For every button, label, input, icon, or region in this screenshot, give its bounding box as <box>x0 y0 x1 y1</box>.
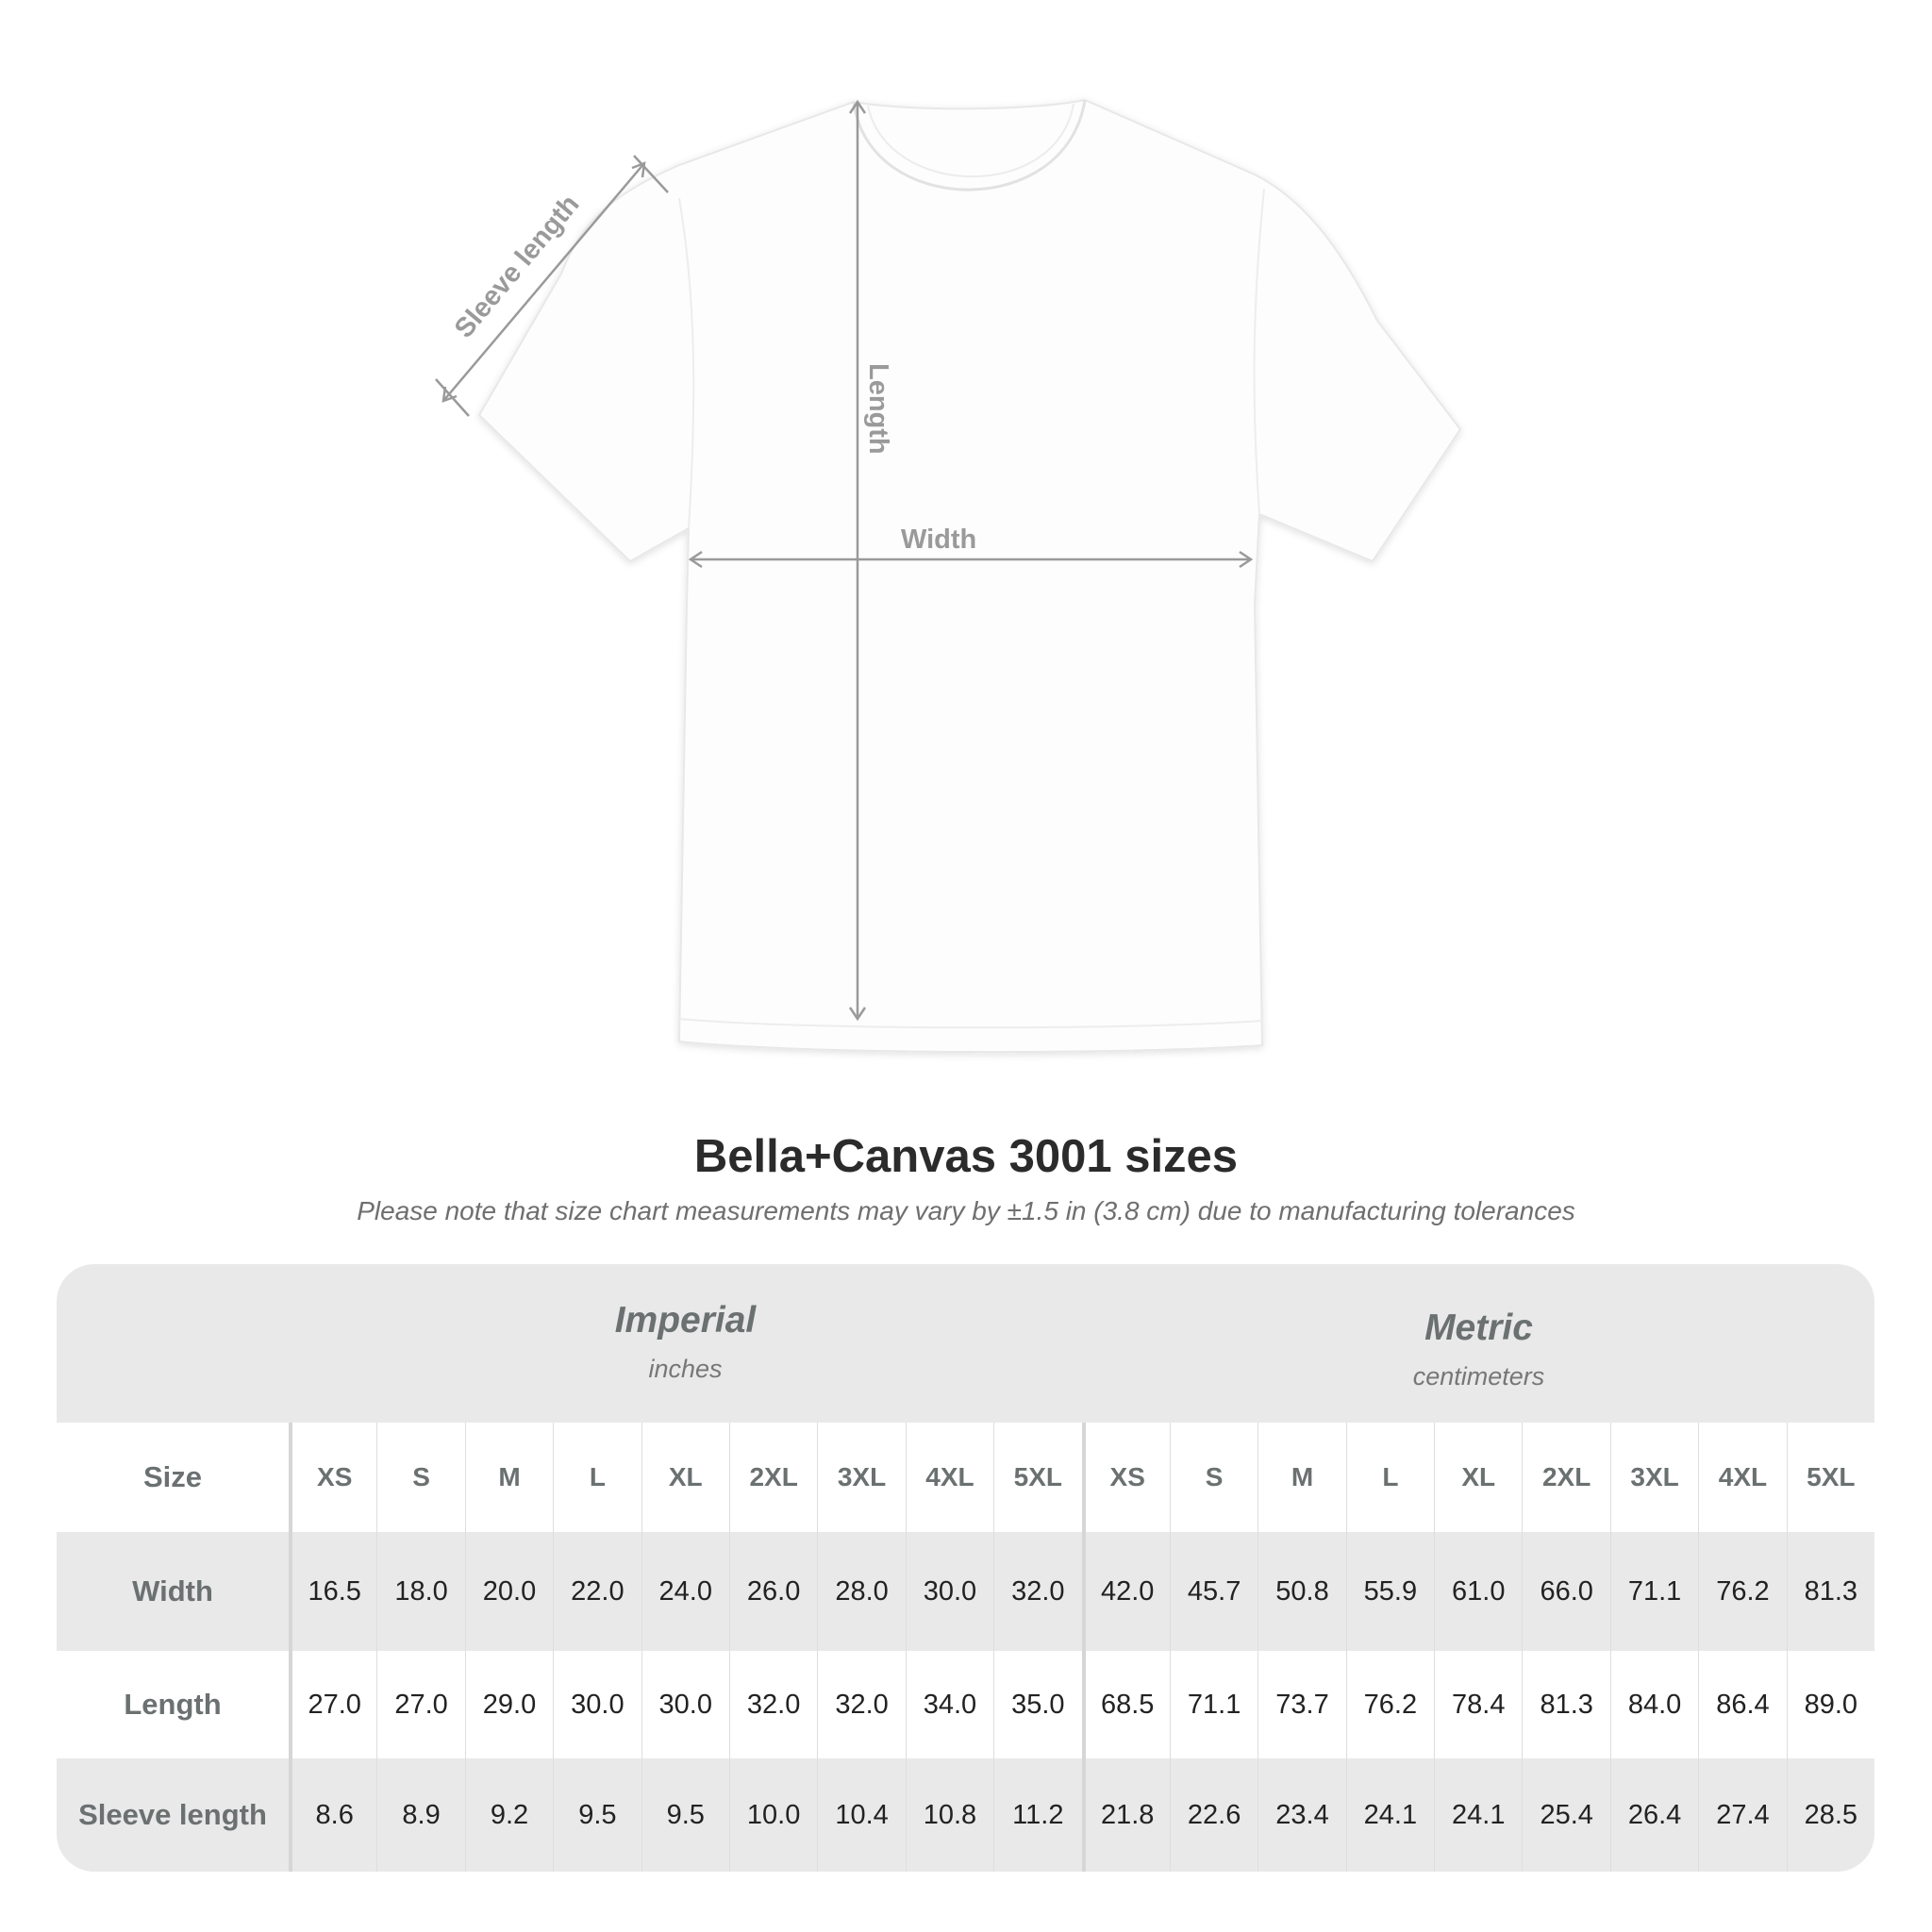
size-imperial-xl: XL <box>641 1423 729 1532</box>
imperial-value-cell: 24.0 <box>641 1532 729 1651</box>
metric-title: Metric <box>1424 1307 1533 1348</box>
table-row: Length 27.0 27.0 29.0 30.0 30.0 32.0 32.0 34.0 35… <box>57 1651 1874 1758</box>
metric-value-cell: 28.5 <box>1786 1758 1874 1872</box>
metric-value-cell: 86.4 <box>1698 1651 1786 1758</box>
size-metric-5xl: 5XL <box>1786 1423 1874 1532</box>
metric-value-cell: 66.0 <box>1522 1532 1609 1651</box>
metric-value-cell: 23.4 <box>1257 1758 1345 1872</box>
size-metric-4xl: 4XL <box>1698 1423 1786 1532</box>
imperial-value-cell: 9.2 <box>464 1758 553 1872</box>
size-imperial-5xl: 5XL <box>993 1423 1081 1532</box>
width-label: Width <box>901 525 976 555</box>
imperial-value-cell: 26.0 <box>728 1532 817 1651</box>
tshirt-body <box>477 98 1462 1054</box>
size-imperial-l: L <box>553 1423 641 1532</box>
size-metric-s: S <box>1169 1423 1257 1532</box>
metric-value-cell: 26.4 <box>1609 1758 1698 1872</box>
size-imperial-4xl: 4XL <box>905 1423 993 1532</box>
metric-value-cell: 76.2 <box>1345 1651 1434 1758</box>
imperial-value-cell: 16.5 <box>289 1532 376 1651</box>
metric-value-cell: 78.4 <box>1434 1651 1522 1758</box>
size-metric-xs: XS <box>1081 1423 1170 1532</box>
imperial-value-cell: 10.4 <box>817 1758 905 1872</box>
metric-value-cell: 45.7 <box>1169 1532 1257 1651</box>
metric-value-cell: 24.1 <box>1434 1758 1522 1872</box>
metric-value-cell: 22.6 <box>1169 1758 1257 1872</box>
width-arrow <box>688 550 1254 569</box>
imperial-value-cell: 9.5 <box>553 1758 641 1872</box>
metric-value-cell: 84.0 <box>1609 1651 1698 1758</box>
metric-value-cell: 71.1 <box>1609 1532 1698 1651</box>
imperial-value-cell: 8.6 <box>289 1758 376 1872</box>
size-metric-xl: XL <box>1434 1423 1522 1532</box>
metric-value-cell: 89.0 <box>1786 1651 1874 1758</box>
tshirt-collar <box>852 99 1087 192</box>
metric-value-cell: 81.3 <box>1522 1651 1609 1758</box>
imperial-value-cell: 35.0 <box>993 1651 1081 1758</box>
tshirt-diagram: Sleeve length Length Width <box>435 98 1462 1054</box>
row-label: Length <box>124 1688 222 1721</box>
table-row: Width 16.5 18.0 20.0 22.0 24.0 26.0 28.0 30.0 32.… <box>57 1532 1874 1651</box>
size-metric-m: M <box>1257 1423 1345 1532</box>
metric-unit: centimeters <box>1412 1362 1545 1391</box>
imperial-value-cell: 32.0 <box>728 1651 817 1758</box>
row-label: Sleeve length <box>78 1798 267 1831</box>
metric-value-cell: 81.3 <box>1786 1532 1874 1651</box>
metric-value-cell: 55.9 <box>1345 1532 1434 1651</box>
metric-value-cell: 27.4 <box>1698 1758 1786 1872</box>
size-imperial-xs: XS <box>289 1423 376 1532</box>
metric-value-cell: 24.1 <box>1345 1758 1434 1872</box>
imperial-value-cell: 20.0 <box>464 1532 553 1651</box>
size-metric-l: L <box>1345 1423 1434 1532</box>
metric-value-cell: 42.0 <box>1081 1532 1170 1651</box>
metric-value-cell: 21.8 <box>1081 1758 1170 1872</box>
table-header: Imperial inches Metric centimeters <box>57 1264 1874 1423</box>
metric-value-cell: 25.4 <box>1522 1758 1609 1872</box>
table-row: Sleeve length 8.6 8.9 9.2 9.5 9.5 10.0 10.4 10.8… <box>57 1758 1874 1872</box>
size-metric-2xl: 2XL <box>1522 1423 1609 1532</box>
imperial-header: Imperial inches <box>289 1300 1082 1384</box>
size-metric-3xl: 3XL <box>1609 1423 1698 1532</box>
imperial-value-cell: 9.5 <box>641 1758 729 1872</box>
size-label: Size <box>142 1460 203 1493</box>
imperial-value-cell: 30.0 <box>641 1651 729 1758</box>
metric-value-cell: 76.2 <box>1698 1532 1786 1651</box>
metric-value-cell: 61.0 <box>1434 1532 1522 1651</box>
imperial-value-cell: 22.0 <box>553 1532 641 1651</box>
metric-value-cell: 68.5 <box>1081 1651 1170 1758</box>
imperial-value-cell: 28.0 <box>817 1532 905 1651</box>
page-title: Bella+Canvas 3001 sizes <box>693 1131 1239 1182</box>
imperial-value-cell: 30.0 <box>905 1532 993 1651</box>
metric-value-cell: 73.7 <box>1257 1651 1345 1758</box>
imperial-value-cell: 32.0 <box>993 1532 1081 1651</box>
sleeve-length-arrow <box>435 155 669 417</box>
size-imperial-s: S <box>376 1423 464 1532</box>
imperial-value-cell: 32.0 <box>817 1651 905 1758</box>
metric-value-cell: 50.8 <box>1257 1532 1345 1651</box>
imperial-value-cell: 27.0 <box>289 1651 376 1758</box>
row-label: Width <box>132 1574 213 1607</box>
size-table: Imperial inches Metric centimeters Size X… <box>57 1264 1874 1872</box>
imperial-title: Imperial <box>614 1300 757 1341</box>
imperial-value-cell: 10.0 <box>728 1758 817 1872</box>
imperial-value-cell: 34.0 <box>905 1651 993 1758</box>
imperial-value-cell: 18.0 <box>376 1532 464 1651</box>
size-header-row: Size XS S M L XL 2XL 3XL 4XL 5XL XS S M L XL 2XL 3XL 4XL 5… <box>57 1423 1874 1532</box>
length-label: Length <box>863 363 893 455</box>
imperial-value-cell: 30.0 <box>553 1651 641 1758</box>
imperial-value-cell: 8.9 <box>376 1758 464 1872</box>
size-imperial-2xl: 2XL <box>728 1423 817 1532</box>
size-imperial-3xl: 3XL <box>817 1423 905 1532</box>
imperial-value-cell: 11.2 <box>993 1758 1081 1872</box>
size-imperial-m: M <box>464 1423 553 1532</box>
metric-value-cell: 71.1 <box>1169 1651 1257 1758</box>
imperial-unit: inches <box>648 1355 723 1383</box>
imperial-value-cell: 10.8 <box>905 1758 993 1872</box>
tolerance-note: Please note that size chart measurements… <box>357 1196 1575 1225</box>
imperial-value-cell: 29.0 <box>464 1651 553 1758</box>
metric-header: Metric centimeters <box>1082 1307 1874 1391</box>
imperial-value-cell: 27.0 <box>376 1651 464 1758</box>
